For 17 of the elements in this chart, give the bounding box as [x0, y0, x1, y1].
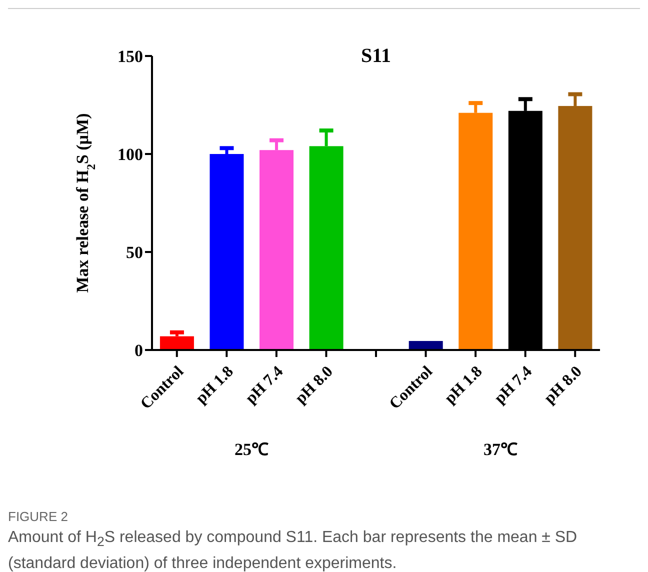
x-tick-label: pH 1.8 — [192, 363, 237, 408]
x-tick-label: pH 7.4 — [242, 363, 287, 408]
x-tick-label: pH 7.4 — [491, 363, 536, 408]
x-tick-label: pH 8.0 — [292, 363, 336, 408]
x-tick-label: pH 1.8 — [442, 363, 486, 408]
y-tick-label: 100 — [118, 145, 143, 164]
text: 25℃ — [234, 439, 270, 460]
y-tick-label: 0 — [134, 341, 143, 360]
text: Amount of H$_{2}$S released by compound S11. Each bar represents the mean ± SD (standard deviation) of three independent experiments. — [8, 528, 578, 572]
y-tick-label: 150 — [118, 47, 143, 66]
caption: FIGURE 2 — [8, 508, 69, 526]
x-tick-label: pH 8.0 — [541, 363, 586, 408]
chart-title: S11 — [360, 45, 392, 68]
bar — [160, 336, 194, 350]
bar — [210, 154, 244, 350]
y-tick-label: 50 — [126, 243, 143, 262]
text: 37℃ — [482, 439, 518, 460]
